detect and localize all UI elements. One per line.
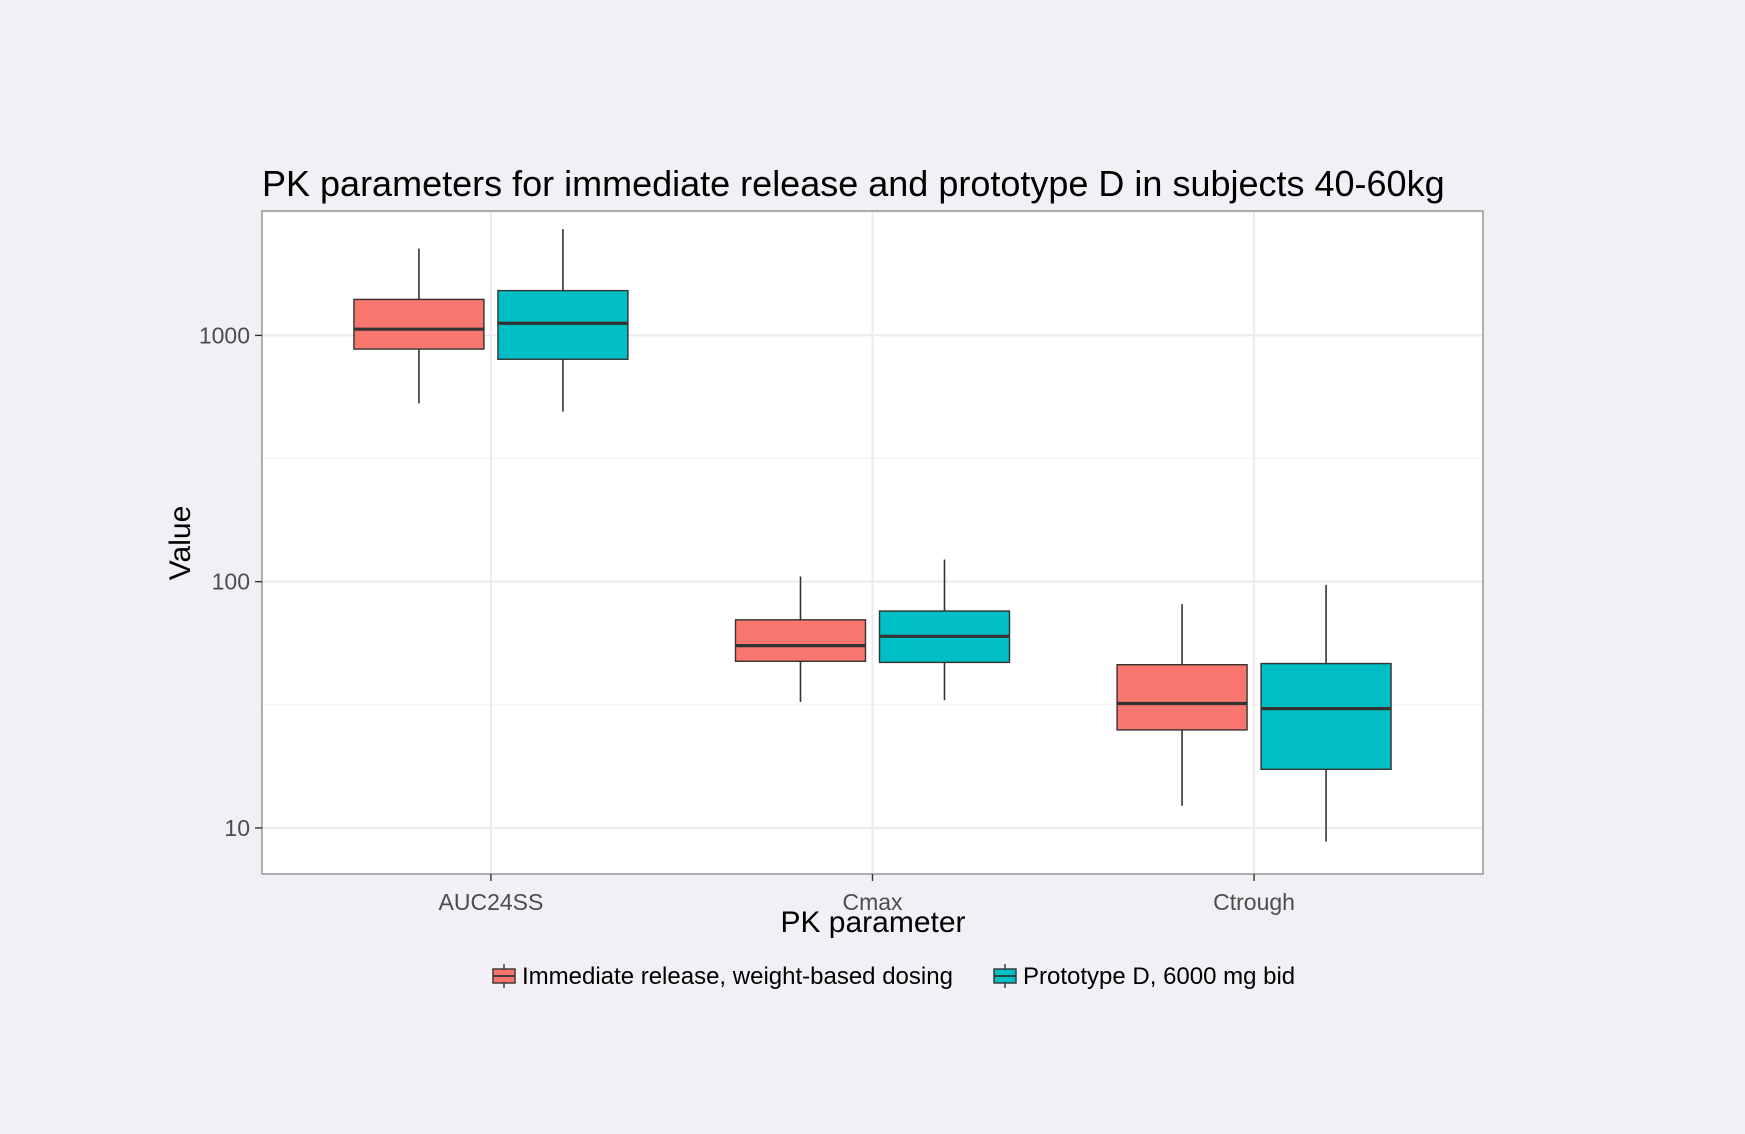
- axis-layer: 10 100 1000 AUC24SS Cmax Ctrough: [199, 322, 1295, 915]
- box-group: [878, 559, 1011, 701]
- box-group: [734, 576, 867, 702]
- box: [497, 289, 629, 360]
- chart-title: PK parameters for immediate release and …: [262, 163, 1445, 204]
- box-group: [1260, 584, 1392, 842]
- y-tick-label: 100: [212, 569, 250, 595]
- box: [1116, 664, 1248, 731]
- x-tick-label: Cmax: [842, 889, 903, 915]
- box-layer: [353, 229, 1392, 842]
- legend-item: Prototype D, 6000 mg bid: [993, 963, 1295, 990]
- x-axis-title: PK parameter: [780, 906, 965, 939]
- y-tick-label: 10: [224, 815, 250, 841]
- box: [734, 619, 867, 662]
- legend: Immediate release, weight-based dosing Pr…: [492, 963, 1295, 990]
- box-group: [353, 248, 485, 404]
- box: [1260, 662, 1392, 771]
- y-tick-label: 1000: [199, 322, 250, 348]
- x-tick-label: Ctrough: [1213, 889, 1295, 915]
- box-group: [1116, 604, 1248, 806]
- legend-label: Prototype D, 6000 mg bid: [1023, 963, 1295, 990]
- box-group: [497, 229, 629, 412]
- x-tick-label: AUC24SS: [439, 889, 544, 915]
- y-axis-title: Value: [164, 506, 197, 581]
- legend-item: Immediate release, weight-based dosing: [492, 963, 953, 990]
- box: [353, 298, 485, 350]
- legend-label: Immediate release, weight-based dosing: [522, 963, 953, 990]
